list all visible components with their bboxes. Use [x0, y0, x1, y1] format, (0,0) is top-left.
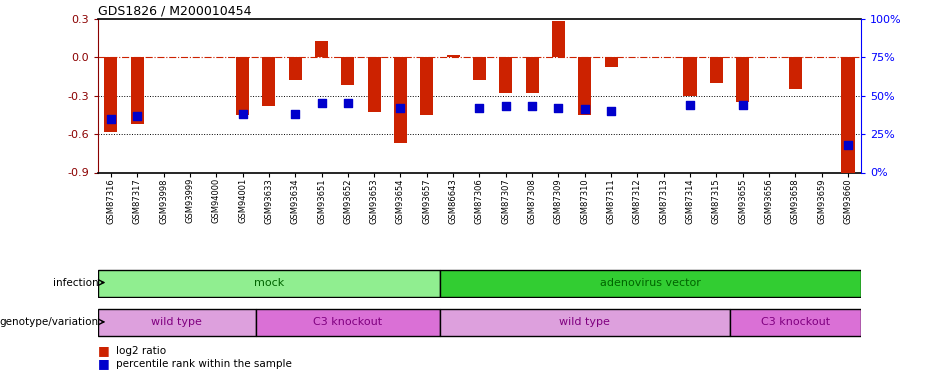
Text: mock: mock — [254, 278, 284, 288]
Text: C3 knockout: C3 knockout — [313, 317, 383, 327]
Point — [236, 111, 250, 117]
Point — [472, 105, 487, 111]
Bar — [289, 57, 302, 80]
Bar — [842, 57, 855, 172]
Bar — [736, 57, 749, 102]
Bar — [604, 57, 617, 68]
Point — [288, 111, 303, 117]
Point — [393, 105, 408, 111]
Bar — [315, 40, 328, 57]
Text: infection: infection — [53, 278, 99, 288]
Text: wild type: wild type — [560, 317, 610, 327]
Bar — [236, 57, 250, 115]
Bar — [130, 57, 143, 124]
Text: genotype/variation: genotype/variation — [0, 317, 99, 327]
Bar — [525, 57, 539, 93]
Bar — [447, 55, 460, 57]
Bar — [730, 309, 861, 336]
Point — [682, 102, 697, 108]
Bar — [499, 57, 512, 93]
Point — [735, 102, 750, 108]
Point — [498, 104, 513, 110]
Point — [129, 112, 144, 118]
Text: ■: ■ — [98, 344, 110, 357]
Text: GDS1826 / M200010454: GDS1826 / M200010454 — [98, 4, 251, 18]
Point — [577, 106, 592, 112]
Text: percentile rank within the sample: percentile rank within the sample — [116, 359, 292, 369]
Point — [841, 142, 856, 148]
Text: wild type: wild type — [152, 317, 202, 327]
Point — [603, 108, 618, 114]
Bar — [263, 57, 276, 106]
Bar — [342, 57, 355, 86]
Point — [551, 105, 566, 111]
Bar — [473, 57, 486, 80]
Bar — [368, 57, 381, 112]
Text: C3 knockout: C3 knockout — [761, 317, 830, 327]
Bar — [709, 57, 723, 83]
Bar — [789, 57, 802, 89]
Bar — [394, 57, 407, 143]
Bar — [440, 309, 730, 336]
Point — [314, 100, 329, 106]
Bar — [440, 270, 861, 297]
Point — [341, 100, 356, 106]
Bar — [683, 57, 696, 96]
Bar — [420, 57, 434, 115]
Text: log2 ratio: log2 ratio — [116, 346, 167, 355]
Point — [525, 104, 540, 110]
Bar — [104, 57, 117, 132]
Bar — [552, 21, 565, 57]
Point — [103, 116, 118, 122]
Bar — [256, 309, 440, 336]
Bar — [578, 57, 591, 115]
Bar — [98, 309, 256, 336]
Bar — [98, 270, 440, 297]
Text: ■: ■ — [98, 357, 110, 370]
Text: adenovirus vector: adenovirus vector — [600, 278, 701, 288]
